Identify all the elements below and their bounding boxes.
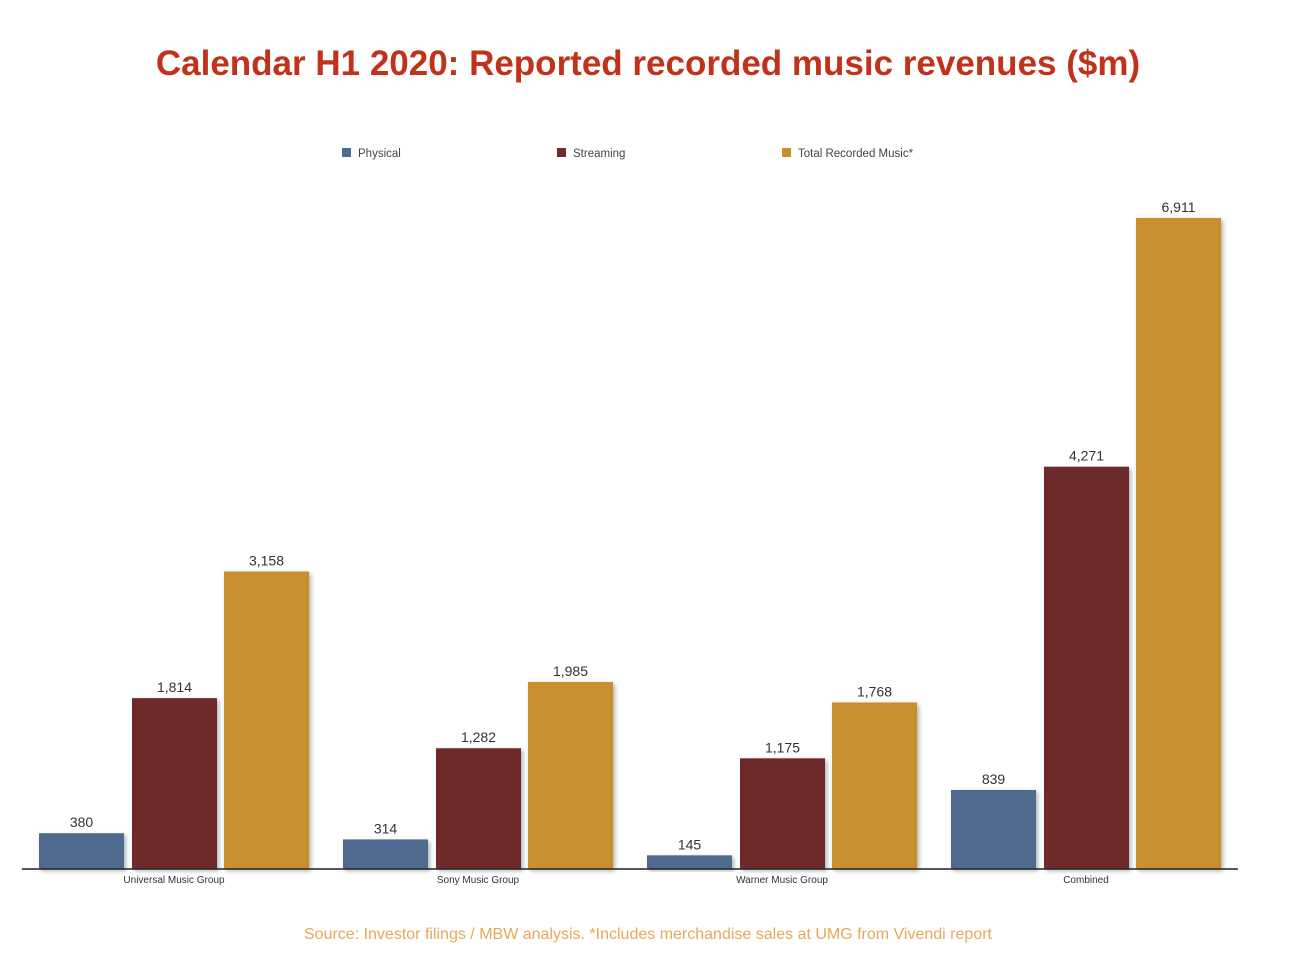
- data-label: 1,175: [765, 739, 800, 755]
- data-label: 1,985: [553, 663, 588, 679]
- chart-title: Calendar H1 2020: Reported recorded musi…: [155, 44, 1141, 83]
- data-label: 3,158: [249, 553, 284, 569]
- legend-label: Physical: [358, 148, 401, 160]
- x-tick-label: Warner Music Group: [736, 875, 828, 886]
- bar: [951, 789, 1036, 869]
- x-tick-label: Universal Music Group: [123, 875, 225, 886]
- legend-swatch: [782, 148, 791, 157]
- bar: [436, 748, 521, 869]
- x-tick-label: Combined: [1063, 875, 1109, 886]
- bar: [1136, 218, 1221, 869]
- data-label: 1,282: [461, 729, 496, 745]
- data-label: 839: [982, 771, 1006, 787]
- bar: [647, 855, 732, 869]
- bar: [343, 839, 428, 869]
- data-label: 4,271: [1069, 448, 1104, 464]
- legend-label: Streaming: [573, 148, 625, 160]
- bar: [832, 702, 917, 869]
- x-tick-label: Sony Music Group: [437, 875, 520, 886]
- bar: [740, 758, 825, 869]
- legend-swatch: [342, 148, 351, 157]
- data-label: 1,814: [157, 679, 192, 695]
- data-label: 145: [678, 836, 702, 852]
- legend-swatch: [557, 148, 566, 157]
- data-label: 380: [70, 814, 94, 830]
- bar: [39, 833, 124, 869]
- bar: [132, 698, 217, 869]
- legend-label: Total Recorded Music*: [798, 148, 914, 160]
- bar: [224, 571, 309, 869]
- data-label: 1,768: [857, 683, 892, 699]
- source-note: Source: Investor filings / MBW analysis.…: [304, 926, 992, 943]
- data-label: 6,911: [1162, 199, 1196, 215]
- data-label: 314: [374, 820, 398, 836]
- bar: [528, 682, 613, 869]
- bar: [1044, 466, 1129, 869]
